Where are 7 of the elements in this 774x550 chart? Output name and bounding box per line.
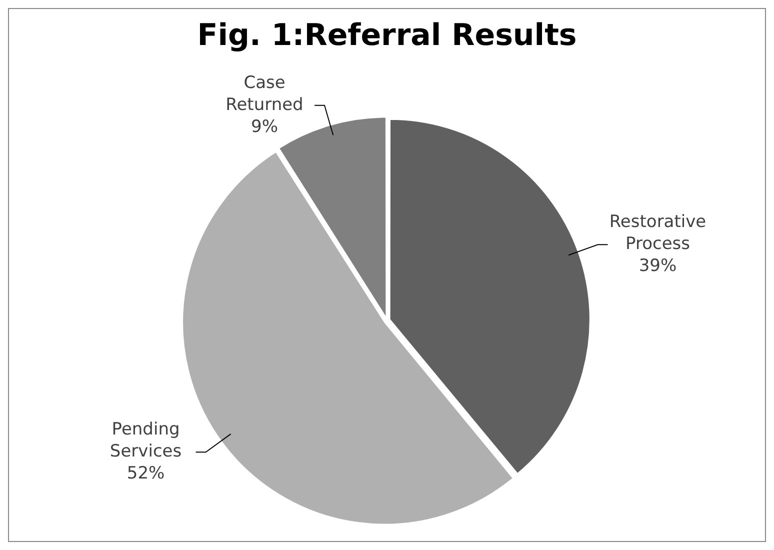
slice-label: Case Returned	[226, 72, 304, 115]
chart-title: Fig. 1:Referral Results	[197, 18, 577, 53]
data-label: 9%	[251, 116, 278, 137]
slice-label: Restorative Process	[609, 212, 706, 254]
data-label: 52%	[126, 464, 165, 484]
slice-label: Pending Services	[110, 420, 182, 462]
data-label: 39%	[638, 256, 677, 276]
